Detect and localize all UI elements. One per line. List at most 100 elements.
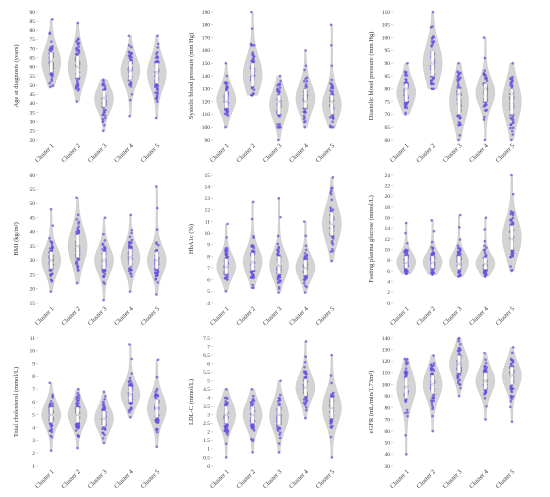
- y-tick-label: 4: [387, 279, 390, 285]
- data-point: [456, 82, 460, 86]
- data-point: [130, 231, 133, 235]
- data-point: [129, 416, 132, 419]
- data-point: [404, 269, 408, 273]
- data-point: [101, 113, 105, 117]
- data-point: [485, 404, 488, 408]
- data-point: [511, 346, 515, 349]
- violin-2: [422, 354, 443, 433]
- data-point: [130, 407, 133, 410]
- data-point: [49, 207, 53, 211]
- data-point: [103, 248, 107, 251]
- data-point: [483, 239, 487, 243]
- data-point: [431, 25, 434, 28]
- data-point: [304, 340, 308, 343]
- data-point: [457, 61, 460, 65]
- y-tick-label: 90: [205, 138, 211, 144]
- y-axis-label: Diastolic blood pressure (mm Hg): [368, 32, 375, 121]
- data-point: [252, 92, 255, 95]
- data-point: [77, 426, 80, 429]
- category-label: Cluster 2: [60, 142, 82, 164]
- data-point: [251, 439, 254, 443]
- data-point: [302, 370, 306, 373]
- data-point: [278, 122, 282, 126]
- y-tick-label: 20: [30, 287, 36, 293]
- data-point: [157, 243, 160, 247]
- y-tick-label: 14: [205, 184, 211, 190]
- data-point: [250, 27, 254, 30]
- y-tick-label: 4: [207, 396, 210, 402]
- data-point: [252, 236, 255, 240]
- data-point: [432, 354, 435, 357]
- data-point: [430, 82, 434, 86]
- y-tick-label: 5: [32, 413, 35, 419]
- y-tick-label: 75: [30, 37, 36, 43]
- data-point: [404, 433, 407, 437]
- y-tick-label: 1.5: [203, 438, 210, 444]
- violin-3: [94, 216, 114, 302]
- data-point: [101, 129, 105, 133]
- data-point: [509, 384, 513, 388]
- median-marker: [49, 60, 53, 63]
- violin-1: [216, 387, 236, 459]
- data-point: [458, 238, 462, 241]
- data-point: [129, 213, 133, 217]
- iqr-box: [457, 255, 461, 270]
- data-point: [250, 245, 253, 248]
- violin-4: [475, 216, 496, 278]
- median-marker: [304, 386, 307, 389]
- data-point: [76, 266, 80, 270]
- median-marker: [224, 265, 228, 269]
- data-point: [103, 87, 107, 91]
- data-point: [458, 134, 462, 137]
- violin-4: [120, 34, 141, 118]
- y-tick-label: 30: [30, 120, 36, 126]
- data-point: [330, 90, 334, 94]
- data-point: [404, 72, 408, 76]
- data-point: [457, 78, 460, 82]
- data-point: [483, 251, 487, 255]
- data-point: [50, 427, 54, 431]
- y-tick-label: 70: [385, 417, 391, 423]
- data-point: [510, 358, 513, 362]
- median-marker: [102, 417, 106, 420]
- data-point: [431, 10, 435, 14]
- data-point: [48, 81, 51, 85]
- data-point: [76, 258, 80, 262]
- data-point: [431, 253, 434, 256]
- data-point: [510, 129, 514, 133]
- category-label: Cluster 2: [415, 305, 437, 327]
- data-point: [278, 82, 282, 86]
- violin-1: [216, 222, 236, 293]
- data-point: [224, 249, 228, 253]
- data-point: [75, 424, 78, 427]
- data-point: [277, 426, 281, 430]
- data-point: [331, 87, 335, 90]
- y-axis-label: Systolic blood pressure (mm Hg): [188, 33, 195, 119]
- y-tick-label: 60: [30, 65, 36, 71]
- data-point: [77, 229, 81, 233]
- data-point: [304, 405, 308, 409]
- y-tick-label: 130: [202, 87, 211, 93]
- data-point: [278, 402, 282, 406]
- data-point: [511, 213, 515, 217]
- data-point: [457, 138, 460, 142]
- data-point: [251, 397, 255, 401]
- data-point: [103, 110, 106, 114]
- y-tick-label: 85: [30, 19, 36, 25]
- data-point: [483, 244, 486, 247]
- data-point: [154, 52, 158, 55]
- violin-4: [295, 220, 316, 294]
- data-point: [432, 87, 436, 91]
- y-tick-label: 40: [385, 452, 391, 458]
- violin-5: [147, 34, 167, 120]
- data-point: [129, 379, 132, 383]
- y-axis-label: HbA1c (%): [188, 224, 195, 254]
- y-tick-label: 6: [207, 278, 210, 284]
- data-point: [252, 88, 256, 91]
- data-point: [405, 371, 409, 374]
- y-tick-label: 100: [202, 125, 211, 131]
- data-point: [224, 400, 227, 403]
- data-point: [431, 414, 434, 418]
- data-point: [509, 126, 512, 130]
